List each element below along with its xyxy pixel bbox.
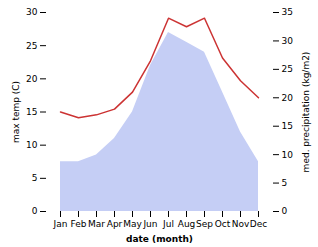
svg-text:Dec: Dec xyxy=(250,219,267,229)
svg-text:med. precipitation (kg/m2): med. precipitation (kg/m2) xyxy=(301,52,311,173)
svg-text:May: May xyxy=(123,219,142,229)
svg-text:10: 10 xyxy=(26,140,38,150)
svg-text:20: 20 xyxy=(282,93,294,103)
svg-text:max temp (C): max temp (C) xyxy=(11,81,21,143)
svg-text:30: 30 xyxy=(26,7,38,17)
svg-text:Apr: Apr xyxy=(107,219,123,229)
svg-text:date (month): date (month) xyxy=(126,234,193,244)
svg-text:15: 15 xyxy=(282,121,293,131)
svg-text:15: 15 xyxy=(26,107,37,117)
svg-text:Aug: Aug xyxy=(178,219,196,229)
svg-text:Oct: Oct xyxy=(215,219,231,229)
svg-text:Sep: Sep xyxy=(196,219,213,229)
svg-text:30: 30 xyxy=(282,36,294,46)
svg-text:5: 5 xyxy=(32,173,38,183)
svg-text:0: 0 xyxy=(32,206,38,216)
svg-text:10: 10 xyxy=(282,150,294,160)
svg-text:Feb: Feb xyxy=(71,219,87,229)
svg-text:5: 5 xyxy=(282,178,288,188)
svg-text:Jan: Jan xyxy=(53,219,68,229)
svg-text:Jun: Jun xyxy=(142,219,157,229)
svg-text:25: 25 xyxy=(26,41,37,51)
svg-text:20: 20 xyxy=(26,74,38,84)
svg-text:0: 0 xyxy=(282,206,288,216)
svg-text:Jul: Jul xyxy=(162,219,174,229)
svg-text:Mar: Mar xyxy=(88,219,105,229)
svg-text:Nov: Nov xyxy=(232,219,250,229)
svg-text:35: 35 xyxy=(282,7,293,17)
svg-text:25: 25 xyxy=(282,64,293,74)
